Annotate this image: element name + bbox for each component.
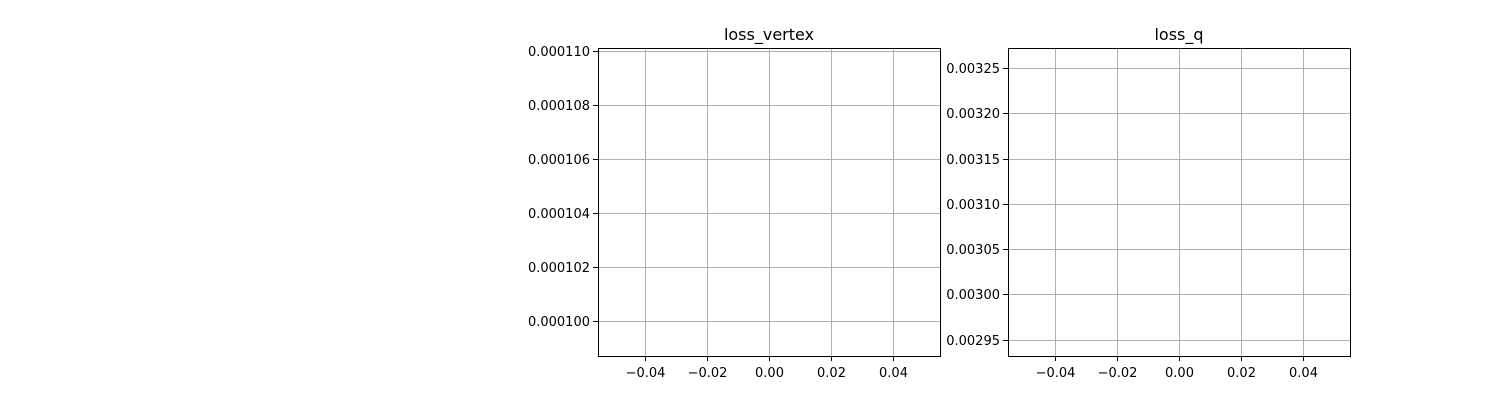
y-tick-label: 0.000104: [528, 207, 590, 222]
y-tick-label: 0.00325: [946, 62, 1000, 77]
x-tick-label: 0.00: [1165, 366, 1194, 381]
plot-area: [1008, 48, 1351, 357]
chart-title: loss_vertex: [724, 25, 814, 45]
y-tick-label: 0.000102: [528, 261, 590, 276]
ticks: −0.04 −0.02 0.00 0.02 0.04 0.00295 0.00300 0.00…: [946, 62, 1318, 381]
x-tick-label: −0.04: [1036, 366, 1076, 381]
x-tick-label: −0.02: [1098, 366, 1138, 381]
x-tick-label: 0.02: [1227, 366, 1256, 381]
y-tick-label: 0.000108: [528, 99, 590, 114]
subplot-loss-q: loss_q −0.04 −0.02 0.00 0.02 0.04 0.00295 0.00…: [946, 25, 1351, 381]
y-tick-label: 0.00305: [946, 243, 1000, 258]
subplot-loss-vertex: loss_vertex −0.04 −0.02 0.00 0.02 0.04 0.0001…: [528, 25, 941, 381]
ticks: −0.04 −0.02 0.00 0.02 0.04 0.000100 0.000102 0.…: [528, 45, 908, 381]
grid: [598, 48, 940, 356]
y-tick-label: 0.000110: [528, 45, 590, 60]
y-tick-label: 0.00315: [946, 153, 1000, 168]
y-tick-label: 0.000100: [528, 315, 590, 330]
x-tick-label: −0.02: [688, 366, 728, 381]
y-tick-label: 0.00295: [946, 334, 1000, 349]
y-tick-label: 0.000106: [528, 153, 590, 168]
x-tick-label: 0.02: [817, 366, 846, 381]
x-tick-label: 0.04: [879, 366, 908, 381]
y-tick-label: 0.00310: [946, 198, 1000, 213]
x-tick-label: −0.04: [626, 366, 666, 381]
x-tick-label: 0.04: [1289, 366, 1318, 381]
chart-title: loss_q: [1154, 25, 1203, 45]
plot-area: [598, 48, 941, 357]
grid: [1008, 48, 1350, 356]
y-tick-label: 0.00300: [946, 288, 1000, 303]
y-tick-label: 0.00320: [946, 107, 1000, 122]
x-tick-label: 0.00: [755, 366, 784, 381]
